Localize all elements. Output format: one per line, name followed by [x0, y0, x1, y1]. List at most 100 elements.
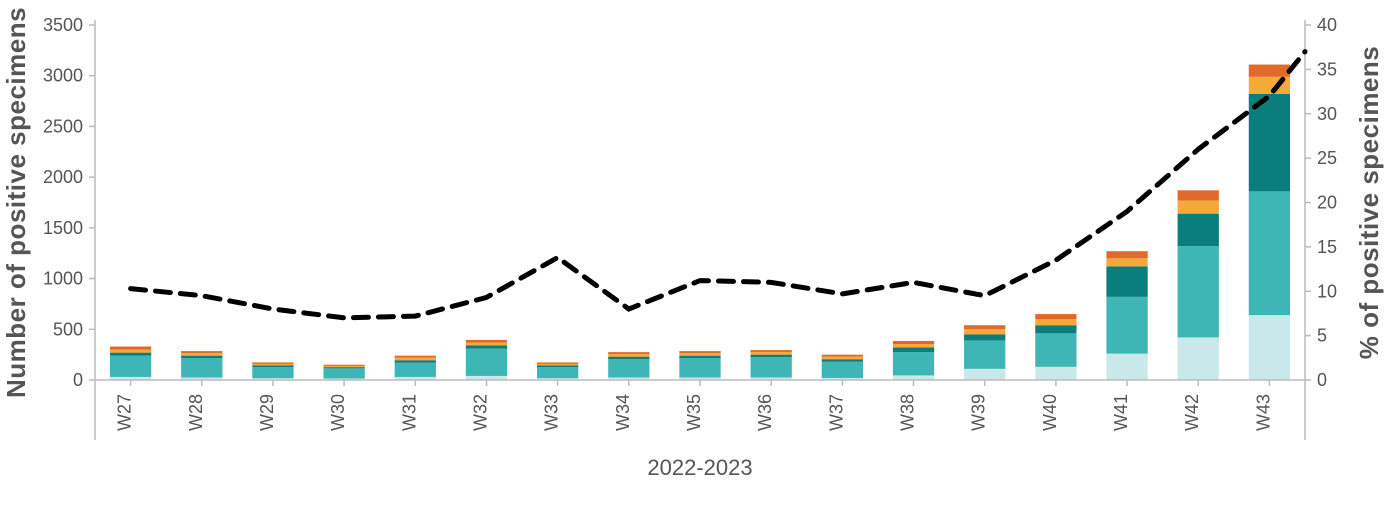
x-tick-label: W28 [186, 394, 206, 431]
y2-tick-label: 35 [1317, 59, 1337, 79]
y2-tick-label: 10 [1317, 281, 1337, 301]
bar-segment [323, 365, 364, 366]
y1-tick-label: 3500 [43, 15, 83, 35]
bar-segment [1035, 367, 1076, 380]
y1-tick-label: 500 [53, 319, 83, 339]
bar-segment [181, 356, 222, 359]
x-tick-label: W36 [755, 394, 775, 431]
bar-segment [893, 344, 934, 348]
bar-segment [893, 341, 934, 344]
bar-segment [751, 352, 792, 355]
bar-segment [466, 346, 507, 349]
bar-segment [1178, 246, 1219, 337]
x-tick-label: W38 [898, 394, 918, 431]
bar-segment [964, 325, 1005, 329]
x-tick-label: W32 [470, 394, 490, 431]
bar-segment [252, 364, 293, 366]
bar-segment [1178, 200, 1219, 213]
bar-segment [608, 354, 649, 357]
x-tick-label: W41 [1111, 394, 1131, 431]
x-tick-label: W39 [969, 394, 989, 431]
bar-segment [964, 340, 1005, 368]
x-tick-label: W27 [115, 394, 135, 431]
bar-segment [181, 353, 222, 356]
bar-segment [679, 358, 720, 377]
bar-segment [822, 359, 863, 362]
bar-segment [822, 357, 863, 360]
bar-segment [181, 351, 222, 353]
bar-segment [1106, 297, 1147, 354]
x-tick-label: W43 [1253, 394, 1273, 431]
y2-tick-label: 25 [1317, 148, 1337, 168]
bar-segment [395, 363, 436, 377]
x-tick-label: W30 [328, 394, 348, 431]
specimens-chart: 0500100015002000250030003500051015202530… [0, 0, 1400, 514]
bar-segment [679, 353, 720, 356]
x-tick-label: W37 [826, 394, 846, 431]
bar-segment [893, 352, 934, 375]
bar-segment [1106, 266, 1147, 296]
bar-segment [679, 351, 720, 353]
bar-segment [822, 362, 863, 378]
x-tick-label: W29 [257, 394, 277, 431]
bar-segment [1106, 354, 1147, 380]
bar-segment [1249, 315, 1290, 380]
x-tick-label: W31 [399, 394, 419, 431]
bar-segment [395, 358, 436, 361]
bar-segment [395, 356, 436, 358]
bar-segment [1178, 337, 1219, 380]
bar-segment [1249, 65, 1290, 77]
bar-segment [110, 350, 151, 353]
bar-segment [679, 356, 720, 359]
bar-segment [1178, 214, 1219, 246]
x-tick-label: W33 [542, 394, 562, 431]
bar-segment [537, 367, 578, 378]
bar-segment [751, 355, 792, 358]
bar-segment [608, 359, 649, 377]
bar-segment [110, 347, 151, 350]
y2-tick-label: 30 [1317, 104, 1337, 124]
bar-segment [822, 355, 863, 357]
x-tick-label: W42 [1182, 394, 1202, 431]
bar-segment [608, 352, 649, 354]
bar-segment [1249, 191, 1290, 315]
y1-axis-label: Number of positive specimens [1, 7, 31, 398]
x-tick-label: W40 [1040, 394, 1060, 431]
bar-segment [110, 353, 151, 356]
y2-tick-label: 20 [1317, 193, 1337, 213]
y2-tick-label: 40 [1317, 15, 1337, 35]
bar-segment [1035, 325, 1076, 333]
y2-axis-label: % of positive specimens [1354, 46, 1384, 359]
bar-segment [1106, 258, 1147, 266]
bar-segment [964, 334, 1005, 340]
y1-tick-label: 1000 [43, 269, 83, 289]
bar-segment [964, 329, 1005, 334]
bar-segment [252, 365, 293, 367]
bar-segment [323, 368, 364, 378]
y2-tick-label: 15 [1317, 237, 1337, 257]
bar-segment [323, 366, 364, 367]
bar-segment [1035, 314, 1076, 319]
bar-segment [466, 340, 507, 343]
season-label: 2022-2023 [647, 455, 752, 480]
x-tick-label: W34 [613, 394, 633, 431]
bar-segment [537, 365, 578, 367]
bar-segment [1106, 251, 1147, 258]
bar-segment [1035, 319, 1076, 325]
x-tick-label: W35 [684, 394, 704, 431]
bar-segment [964, 369, 1005, 380]
y1-tick-label: 1500 [43, 218, 83, 238]
bar-segment [537, 364, 578, 366]
bar-segment [466, 342, 507, 345]
y2-tick-label: 5 [1317, 326, 1327, 346]
y1-tick-label: 2500 [43, 116, 83, 136]
bar-segment [608, 357, 649, 360]
bar-segment [395, 360, 436, 363]
bar-segment [323, 367, 364, 368]
bar-segment [1035, 333, 1076, 366]
bar-segment [252, 362, 293, 364]
y1-tick-label: 0 [73, 370, 83, 390]
y2-tick-label: 0 [1317, 370, 1327, 390]
bar-segment [893, 348, 934, 353]
chart-svg: 0500100015002000250030003500051015202530… [0, 0, 1400, 514]
